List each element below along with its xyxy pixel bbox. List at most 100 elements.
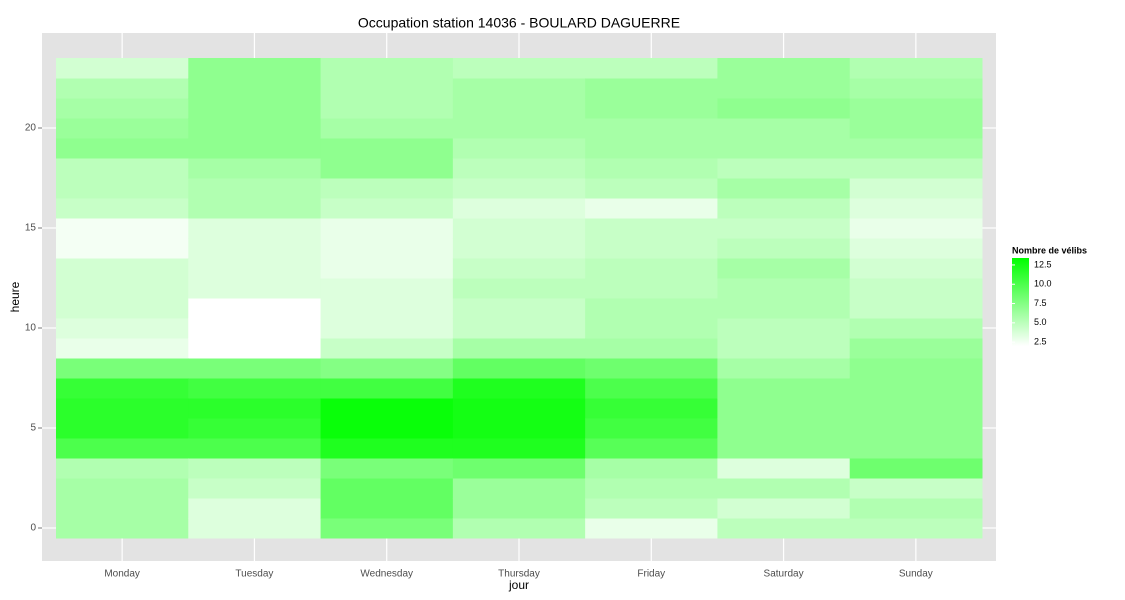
chart-title: Occupation station 14036 - BOULARD DAGUE… — [358, 15, 680, 31]
tile — [452, 518, 586, 539]
x-axis-label: jour — [508, 578, 529, 592]
tile — [717, 378, 851, 399]
tile — [849, 338, 983, 359]
tile — [188, 158, 322, 179]
tile — [188, 118, 322, 139]
tile — [585, 118, 718, 139]
tile — [188, 318, 322, 339]
tile — [849, 398, 983, 419]
legend-tick-label: 10.0 — [1034, 279, 1052, 289]
tile — [849, 98, 983, 119]
tile — [717, 178, 851, 199]
tile — [849, 138, 983, 159]
tile — [56, 118, 189, 139]
tile — [188, 458, 322, 479]
y-axis-label: heure — [8, 281, 22, 312]
legend-tick-label: 7.5 — [1034, 298, 1047, 308]
tile — [585, 338, 718, 359]
tile — [188, 498, 322, 519]
tile — [849, 118, 983, 139]
tile — [849, 158, 983, 179]
tile — [56, 238, 189, 259]
x-tick-label: Wednesday — [360, 569, 413, 580]
tile — [849, 298, 983, 319]
tile — [452, 98, 586, 119]
tile — [320, 518, 454, 539]
tile — [56, 478, 189, 499]
tile — [452, 118, 586, 139]
tile — [717, 478, 851, 499]
tile — [717, 238, 851, 259]
tile — [56, 338, 189, 359]
tile — [585, 518, 718, 539]
y-tick-label: 20 — [25, 123, 37, 134]
tile — [585, 438, 718, 459]
tile — [585, 198, 718, 219]
tile — [320, 418, 454, 439]
tile — [585, 158, 718, 179]
tile — [188, 298, 322, 319]
y-tick-label: 15 — [25, 223, 37, 234]
tile — [320, 118, 454, 139]
tile — [320, 338, 454, 359]
tile — [717, 98, 851, 119]
tile — [452, 498, 586, 519]
tile — [320, 98, 454, 119]
tile — [717, 218, 851, 239]
tile — [849, 218, 983, 239]
tile — [452, 298, 586, 319]
tile — [188, 278, 322, 299]
tile — [452, 258, 586, 279]
tile — [188, 238, 322, 259]
tile — [188, 358, 322, 379]
tile — [849, 178, 983, 199]
x-tick-label: Tuesday — [235, 569, 273, 580]
tile — [585, 218, 718, 239]
tile — [188, 138, 322, 159]
tile — [188, 378, 322, 399]
tile — [188, 218, 322, 239]
tile — [188, 398, 322, 419]
tile — [717, 318, 851, 339]
tile — [717, 198, 851, 219]
tile — [849, 358, 983, 379]
legend-tick-label: 12.5 — [1034, 259, 1052, 269]
tile — [717, 58, 851, 79]
tile — [56, 458, 189, 479]
tile — [717, 498, 851, 519]
tile — [849, 438, 983, 459]
tile — [56, 138, 189, 159]
tile — [452, 358, 586, 379]
tile — [717, 158, 851, 179]
tile — [452, 58, 586, 79]
tile — [585, 498, 718, 519]
tile — [452, 78, 586, 99]
tile — [585, 478, 718, 499]
tile — [585, 138, 718, 159]
tile — [717, 298, 851, 319]
tile — [849, 78, 983, 99]
tile — [585, 238, 718, 259]
tile — [452, 318, 586, 339]
tile — [56, 318, 189, 339]
tile — [849, 278, 983, 299]
y-tick-label: 5 — [30, 423, 36, 434]
tile — [585, 178, 718, 199]
tile — [320, 478, 454, 499]
tile — [717, 358, 851, 379]
tile — [320, 438, 454, 459]
tile — [452, 138, 586, 159]
tile — [188, 438, 322, 459]
tile — [452, 478, 586, 499]
tile — [56, 358, 189, 379]
tile — [56, 518, 189, 539]
tile — [188, 258, 322, 279]
x-tick-label: Sunday — [899, 569, 933, 580]
tile — [320, 278, 454, 299]
x-tick-label: Thursday — [498, 569, 540, 580]
tile — [585, 458, 718, 479]
tile — [585, 98, 718, 119]
tile — [585, 358, 718, 379]
legend-title: Nombre de vélibs — [1012, 245, 1087, 255]
tile — [452, 398, 586, 419]
